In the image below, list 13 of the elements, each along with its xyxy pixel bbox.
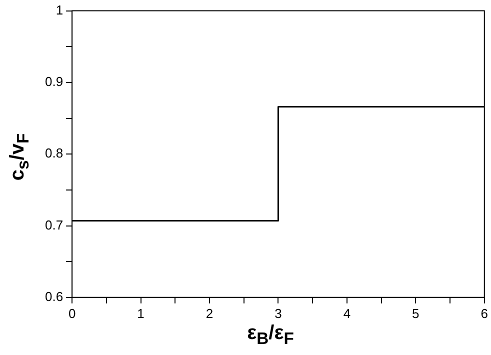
x-tick-label: 5 <box>412 306 420 321</box>
y-tick-label: 0.7 <box>44 217 64 232</box>
x-tick-label: 0 <box>68 306 76 321</box>
x-tick-label: 6 <box>480 306 488 321</box>
y-tick-label: 1 <box>56 2 64 18</box>
y-tick-label: 0.6 <box>44 288 64 304</box>
x-tick-label: 4 <box>343 306 351 321</box>
y-tick-label: 0.9 <box>44 74 64 90</box>
x-tick-label: 2 <box>206 306 214 321</box>
y-tick-label: 0.8 <box>44 146 64 161</box>
x-tick-label: 1 <box>137 306 144 321</box>
x-tick-label: 3 <box>274 306 282 321</box>
x-axis-title: ε$_{B}$/ε$_{F}$ <box>246 322 295 349</box>
